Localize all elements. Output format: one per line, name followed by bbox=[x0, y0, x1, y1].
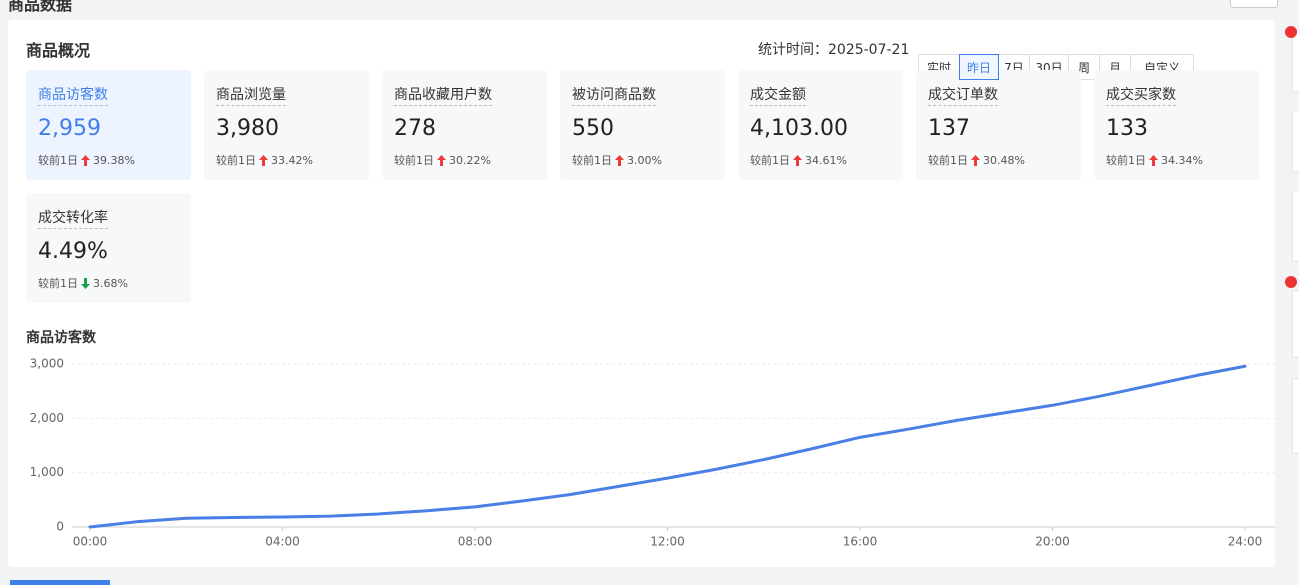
chart-title: 商品访客数 bbox=[26, 330, 96, 346]
metric-compare: 较前1日 30.48% bbox=[928, 152, 1025, 168]
metric-compare: 较前1日 30.22% bbox=[394, 152, 491, 168]
metric-card[interactable]: 商品收藏用户数 278 较前1日 30.22% bbox=[382, 70, 547, 180]
metric-card[interactable]: 成交买家数 133 较前1日 34.34% bbox=[1094, 70, 1259, 180]
metric-card[interactable]: 被访问商品数 550 较前1日 3.00% bbox=[560, 70, 725, 180]
metric-value: 3,980 bbox=[216, 116, 279, 141]
badge bbox=[1285, 276, 1297, 288]
badge bbox=[1285, 26, 1297, 38]
compare-label: 较前1日 bbox=[394, 154, 434, 167]
compare-label: 较前1日 bbox=[928, 154, 968, 167]
metric-label: 成交转化率 bbox=[38, 207, 108, 229]
side-panel bbox=[1292, 290, 1299, 358]
top-button[interactable] bbox=[1230, 0, 1278, 8]
x-tick-label: 20:00 bbox=[1035, 535, 1070, 549]
metric-label: 商品收藏用户数 bbox=[394, 84, 492, 106]
x-tick-label: 00:00 bbox=[73, 535, 108, 549]
change-value: 34.61% bbox=[805, 153, 847, 167]
metric-compare: 较前1日 33.42% bbox=[216, 152, 313, 168]
change-value: 33.42% bbox=[271, 153, 313, 167]
side-panel bbox=[1292, 30, 1299, 92]
trend-arrow bbox=[793, 154, 802, 166]
metric-card[interactable]: 成交转化率 4.49% 较前1日 3.68% bbox=[26, 193, 191, 303]
trend-arrow bbox=[971, 154, 980, 166]
range-button[interactable]: 昨日 bbox=[959, 54, 999, 80]
metric-value: 137 bbox=[928, 116, 970, 141]
x-tick-label: 24:00 bbox=[1228, 535, 1263, 549]
arrow-shape bbox=[793, 154, 802, 166]
change-value: 39.38% bbox=[93, 153, 135, 167]
metric-label: 成交买家数 bbox=[1106, 84, 1176, 106]
metric-value: 550 bbox=[572, 116, 614, 141]
metric-value: 4,103.00 bbox=[750, 116, 848, 141]
side-panel bbox=[1292, 110, 1299, 172]
metric-label: 商品浏览量 bbox=[216, 84, 286, 106]
y-tick-label: 2,000 bbox=[30, 411, 64, 425]
x-tick-label: 12:00 bbox=[650, 535, 685, 549]
metric-compare: 较前1日 34.34% bbox=[1106, 152, 1203, 168]
arrow-shape bbox=[259, 154, 268, 166]
compare-label: 较前1日 bbox=[750, 154, 790, 167]
trend-arrow bbox=[259, 154, 268, 166]
compare-label: 较前1日 bbox=[38, 154, 78, 167]
metric-value: 2,959 bbox=[38, 116, 101, 141]
tab-indicator bbox=[10, 580, 110, 585]
side-panel bbox=[1292, 378, 1299, 454]
metric-card[interactable]: 商品浏览量 3,980 较前1日 33.42% bbox=[204, 70, 369, 180]
change-value: 30.22% bbox=[449, 153, 491, 167]
compare-label: 较前1日 bbox=[1106, 154, 1146, 167]
metric-card[interactable]: 商品访客数 2,959 较前1日 39.38% bbox=[26, 70, 191, 180]
metric-label: 被访问商品数 bbox=[572, 84, 656, 106]
arrow-shape bbox=[615, 154, 624, 166]
compare-label: 较前1日 bbox=[572, 154, 612, 167]
y-tick-label: 1,000 bbox=[30, 465, 64, 479]
page-title: 商品数据 bbox=[8, 0, 73, 14]
metric-label: 成交金额 bbox=[750, 84, 806, 106]
trend-arrow bbox=[615, 154, 624, 166]
metric-value: 4.49% bbox=[38, 239, 108, 264]
metric-card[interactable]: 成交金额 4,103.00 较前1日 34.61% bbox=[738, 70, 903, 180]
stat-time: 统计时间：2025-07-21 bbox=[758, 42, 910, 58]
y-tick-label: 3,000 bbox=[30, 357, 64, 371]
x-tick-label: 04:00 bbox=[265, 535, 300, 549]
arrow-shape bbox=[81, 277, 90, 289]
change-value: 3.68% bbox=[93, 276, 128, 290]
trend-arrow bbox=[437, 154, 446, 166]
panel-title: 商品概况 bbox=[26, 41, 91, 60]
trend-arrow bbox=[1149, 154, 1158, 166]
trend-arrow bbox=[81, 154, 90, 166]
arrow-shape bbox=[971, 154, 980, 166]
compare-label: 较前1日 bbox=[216, 154, 256, 167]
arrow-shape bbox=[1149, 154, 1158, 166]
change-value: 3.00% bbox=[627, 153, 662, 167]
metric-label: 商品访客数 bbox=[38, 84, 108, 106]
side-panel bbox=[1292, 190, 1299, 262]
change-value: 34.34% bbox=[1161, 153, 1203, 167]
metric-value: 133 bbox=[1106, 116, 1148, 141]
change-value: 30.48% bbox=[983, 153, 1025, 167]
metric-compare: 较前1日 3.00% bbox=[572, 152, 662, 168]
arrow-shape bbox=[437, 154, 446, 166]
compare-label: 较前1日 bbox=[38, 277, 78, 290]
metric-compare: 较前1日 39.38% bbox=[38, 152, 135, 168]
metric-compare: 较前1日 34.61% bbox=[750, 152, 847, 168]
trend-arrow bbox=[81, 277, 90, 289]
metric-compare: 较前1日 3.68% bbox=[38, 275, 128, 291]
overview-panel: 商品概况 统计时间：2025-07-21 实时 昨日 7日 30日周月自定义 商品访客… bbox=[8, 20, 1275, 567]
y-tick-label: 0 bbox=[56, 520, 64, 534]
metric-card[interactable]: 成交订单数 137 较前1日 30.48% bbox=[916, 70, 1081, 180]
chart: 0 1,000 2,000 3,000 00:00 04:00 08:00 12:00 16:0… bbox=[30, 357, 1275, 549]
x-tick-label: 16:00 bbox=[843, 535, 878, 549]
arrow-shape bbox=[81, 154, 90, 166]
metric-value: 278 bbox=[394, 116, 436, 141]
metric-label: 成交订单数 bbox=[928, 84, 998, 106]
x-tick-label: 08:00 bbox=[458, 535, 493, 549]
line-series bbox=[88, 364, 1247, 529]
